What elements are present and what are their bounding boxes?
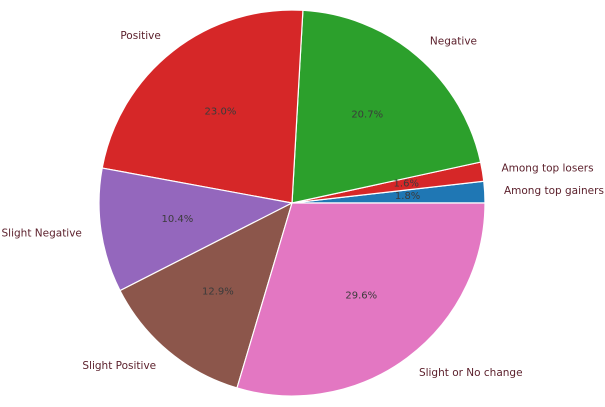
pie-slice-positive <box>101 9 304 204</box>
pie-category-label-slight-positive: Slight Positive <box>82 360 156 372</box>
pie-slices <box>98 9 486 397</box>
pie-percent-label-among-top-gainers: 1.8% <box>395 191 420 202</box>
pie-percent-label-among-top-losers: 1.6% <box>394 179 419 190</box>
pie-category-labels: Among top gainers Among top losers Negativ… <box>2 30 604 379</box>
pie-slice-negative <box>291 9 482 204</box>
pie-percent-label-negative: 20.7% <box>351 109 383 120</box>
pie-percent-labels: 1.8%1.6% 20.7% 23.0% 10.4% 12.9% 29.6% <box>162 106 421 301</box>
pie-percent-label-slight-negative: 10.4% <box>162 214 194 225</box>
pie-slice-slight-positive <box>119 201 293 389</box>
pie-category-label-slight-or-no-change: Slight or No change <box>419 367 523 379</box>
pie-slice-slight-negative <box>98 167 294 292</box>
pie-slice-slight-or-no-change <box>236 202 486 397</box>
pie-percent-label-slight-or-no-change: 29.6% <box>345 290 377 301</box>
pie-category-label-negative: Negative <box>430 36 477 48</box>
pie-percent-label-slight-positive: 12.9% <box>202 286 234 297</box>
pie-category-label-among-top-gainers: Among top gainers <box>504 185 604 197</box>
pie-category-label-among-top-losers: Among top losers <box>501 162 593 174</box>
pie-percent-label-positive: 23.0% <box>205 106 237 117</box>
pie-category-label-slight-negative: Slight Negative <box>2 228 82 240</box>
pie-category-label-positive: Positive <box>120 30 160 42</box>
